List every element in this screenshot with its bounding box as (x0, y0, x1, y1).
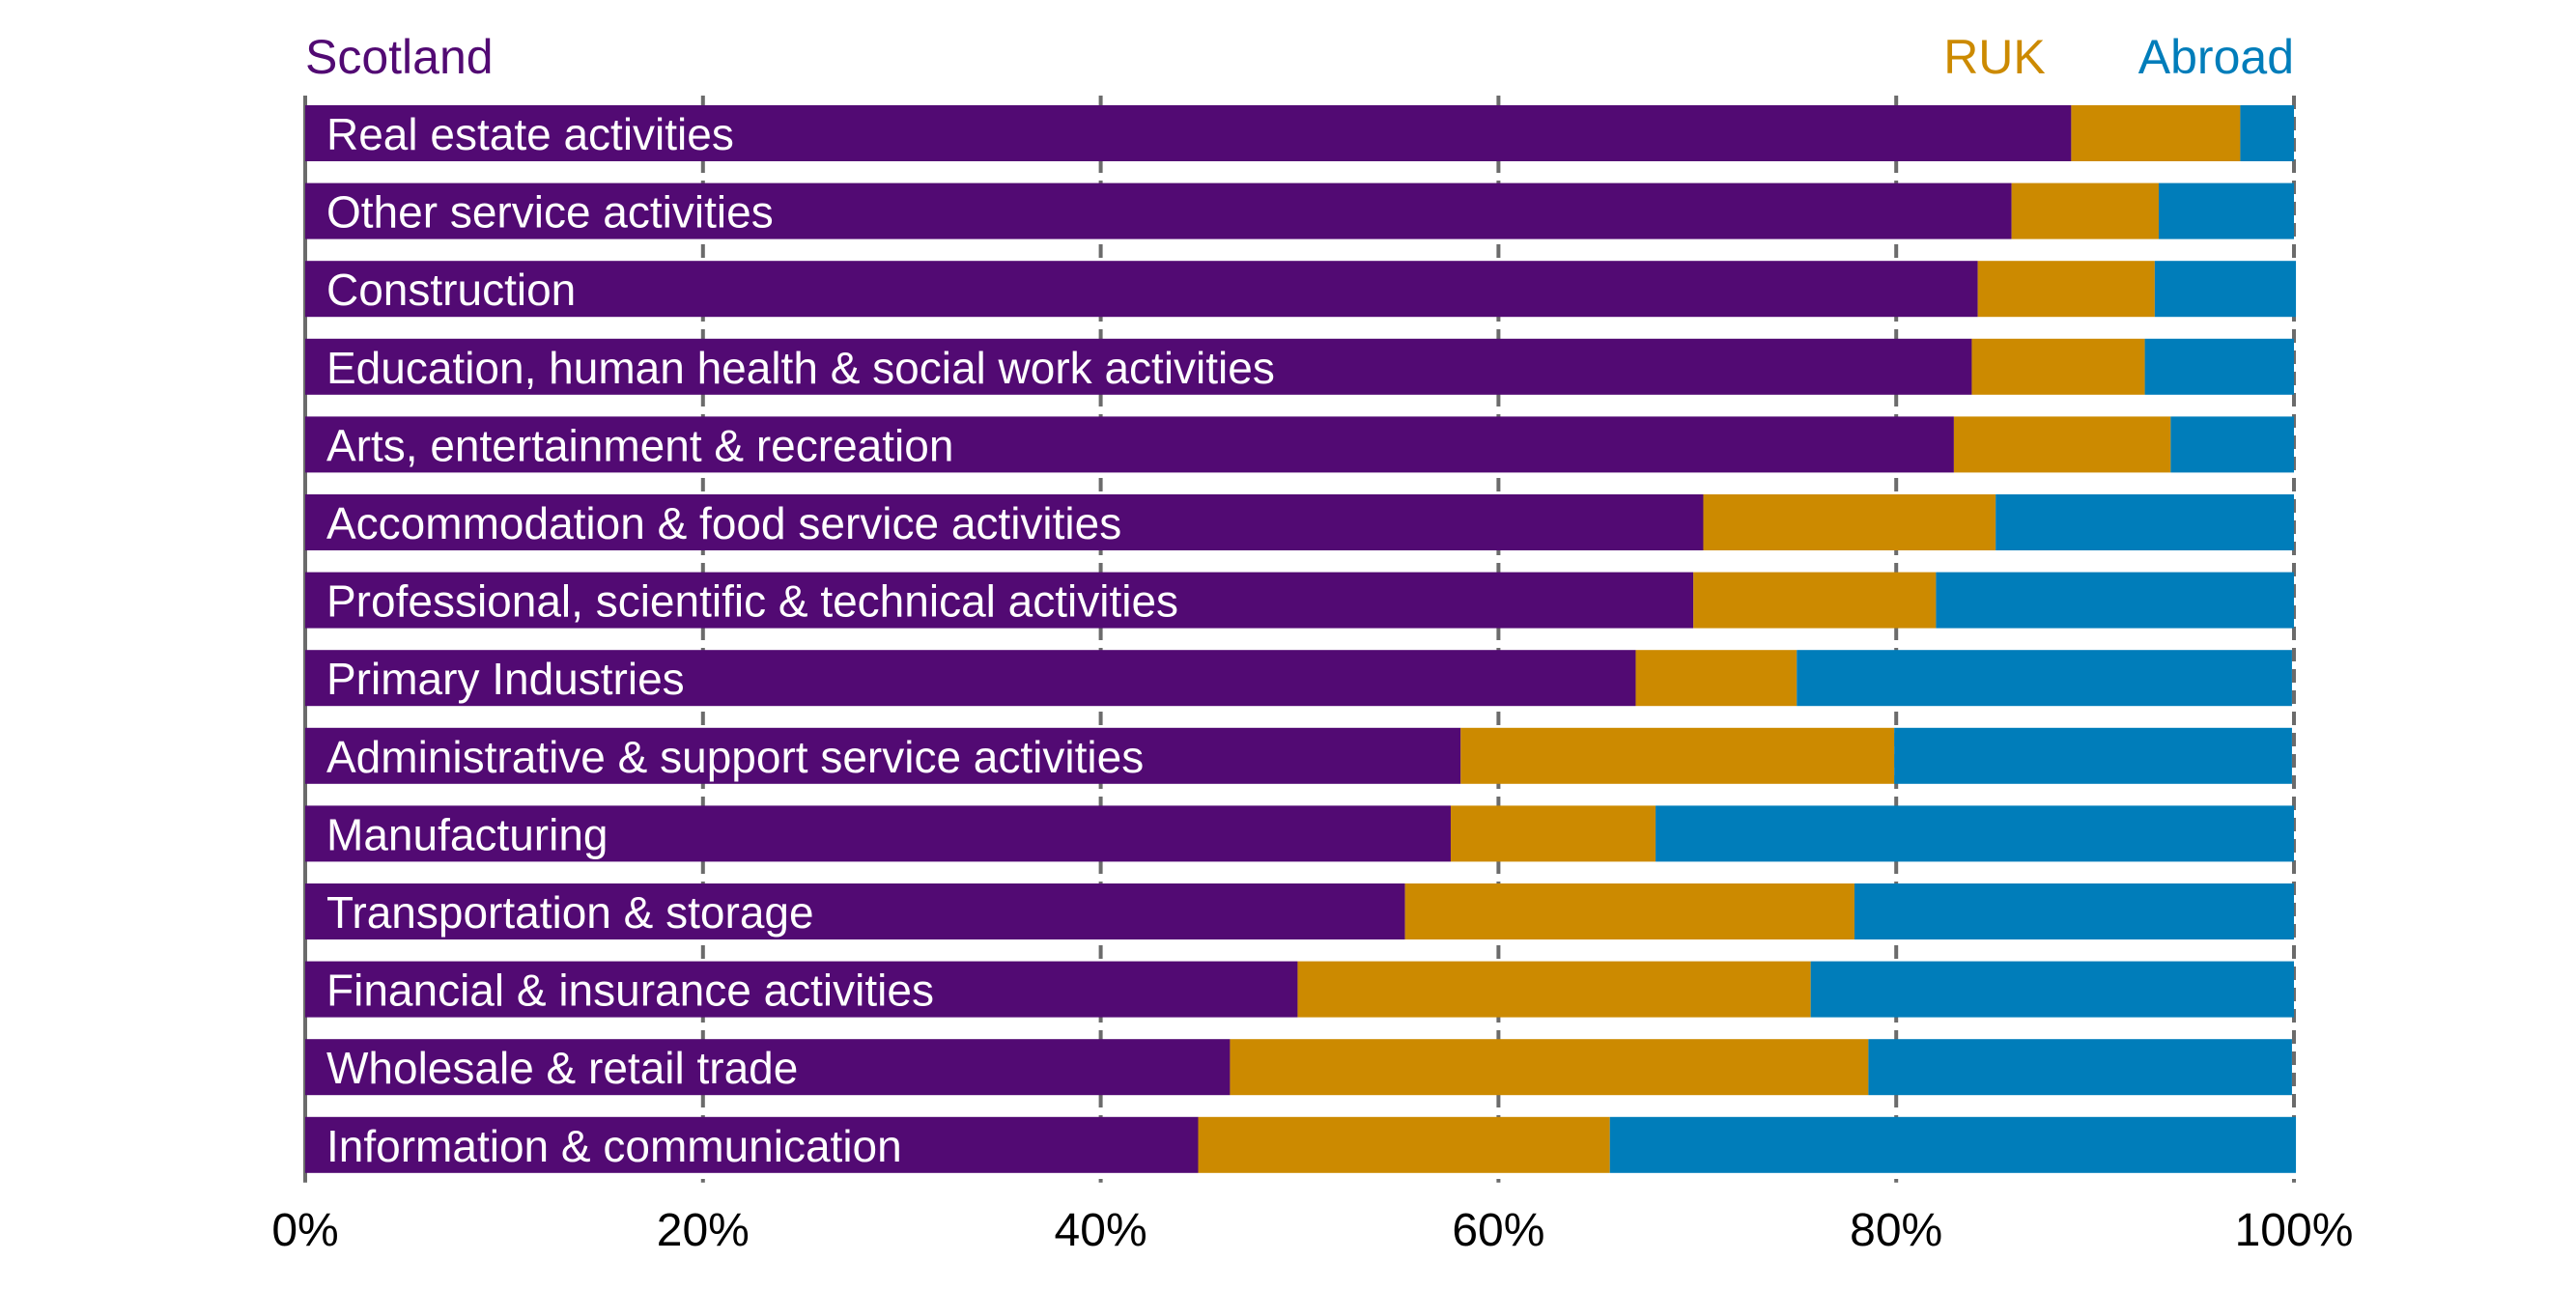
bars (305, 105, 2297, 1173)
bar-segment-abroad (1810, 961, 2294, 1018)
bar-segment-scotland (305, 961, 1298, 1018)
bar-segment-abroad (2154, 261, 2297, 318)
bar-segment-ruk (1198, 1116, 1610, 1173)
category-label: Information & communication (326, 1121, 902, 1171)
bar-segment-ruk (1460, 727, 1895, 784)
legend: Scotland RUK Abroad (305, 30, 2294, 84)
bar-segment-abroad (1894, 727, 2292, 784)
bar-segment-scotland (305, 650, 1636, 707)
legend-label-abroad: Abroad (2138, 30, 2294, 84)
bar-segment-abroad (2240, 105, 2294, 161)
category-label: Manufacturing (326, 809, 609, 859)
category-label: Real estate activities (326, 109, 734, 159)
x-tick-label: 60% (1452, 1205, 1544, 1256)
bar-segment-scotland (305, 805, 1451, 862)
x-tick-label: 0% (271, 1205, 338, 1256)
category-label: Accommodation & food service activities (326, 498, 1121, 548)
bar-segment-scotland (305, 182, 2012, 239)
bar-segment-abroad (1797, 650, 2292, 707)
bar-segment-scotland (305, 1116, 1199, 1173)
bar-segment-ruk (1450, 805, 1656, 862)
bar-segment-ruk (1971, 338, 2145, 395)
category-labels: Real estate activities Other service acti… (326, 109, 1275, 1171)
bar-segment-scotland (305, 727, 1461, 784)
bar-segment-abroad (1996, 494, 2294, 550)
category-label: Professional, scientific & technical act… (326, 576, 1178, 627)
bar-segment-ruk (1635, 650, 1798, 707)
bar-segment-ruk (1977, 261, 2155, 318)
bar-segment-scotland (305, 105, 2072, 161)
bar-segment-ruk (1693, 572, 1937, 629)
category-label: Primary Industries (326, 654, 685, 704)
category-label: Administrative & support service activit… (326, 732, 1144, 782)
bar-segment-abroad (1656, 805, 2294, 862)
bar-segment-abroad (2158, 182, 2294, 239)
category-label: Construction (326, 265, 576, 315)
legend-label-scotland: Scotland (305, 30, 494, 84)
bar-segment-scotland (305, 1039, 1231, 1096)
bar-segment-ruk (1404, 883, 1854, 939)
category-label: Wholesale & retail trade (326, 1043, 798, 1093)
bar-segment-abroad (1936, 572, 2294, 629)
bar-segment-scotland (305, 883, 1405, 939)
bar-segment-scotland (305, 261, 1978, 318)
x-tick-label: 80% (1850, 1205, 1942, 1256)
bar-segment-scotland (305, 416, 1954, 473)
bar-segment-abroad (2170, 416, 2294, 473)
bar-segment-abroad (1854, 883, 2294, 939)
category-label: Financial & insurance activities (326, 966, 934, 1016)
legend-label-ruk: RUK (1943, 30, 2046, 84)
bar-segment-scotland (305, 494, 1704, 550)
bar-segment-ruk (1230, 1039, 1869, 1096)
bar-segment-ruk (2071, 105, 2241, 161)
category-label: Arts, entertainment & recreation (326, 420, 953, 470)
category-label: Other service activities (326, 187, 774, 238)
bar-segment-ruk (2011, 182, 2159, 239)
category-label: Transportation & storage (326, 887, 814, 938)
bar-segment-scotland (305, 572, 1694, 629)
bar-segment-abroad (1868, 1039, 2292, 1096)
x-tick-label: 100% (2235, 1205, 2354, 1256)
category-label: Education, human health & social work ac… (326, 343, 1275, 393)
bar-segment-ruk (1953, 416, 2171, 473)
gridlines (303, 96, 2296, 1183)
x-axis: 0% 20% 40% 60% 80% 100% (271, 1205, 2353, 1256)
bar-segment-abroad (1609, 1116, 2297, 1173)
bar-segment-ruk (1297, 961, 1811, 1018)
bar-segment-abroad (2144, 338, 2294, 395)
bar-segment-scotland (305, 338, 1972, 395)
bar-segment-ruk (1703, 494, 1996, 550)
x-tick-label: 20% (657, 1205, 750, 1256)
x-tick-label: 40% (1055, 1205, 1147, 1256)
